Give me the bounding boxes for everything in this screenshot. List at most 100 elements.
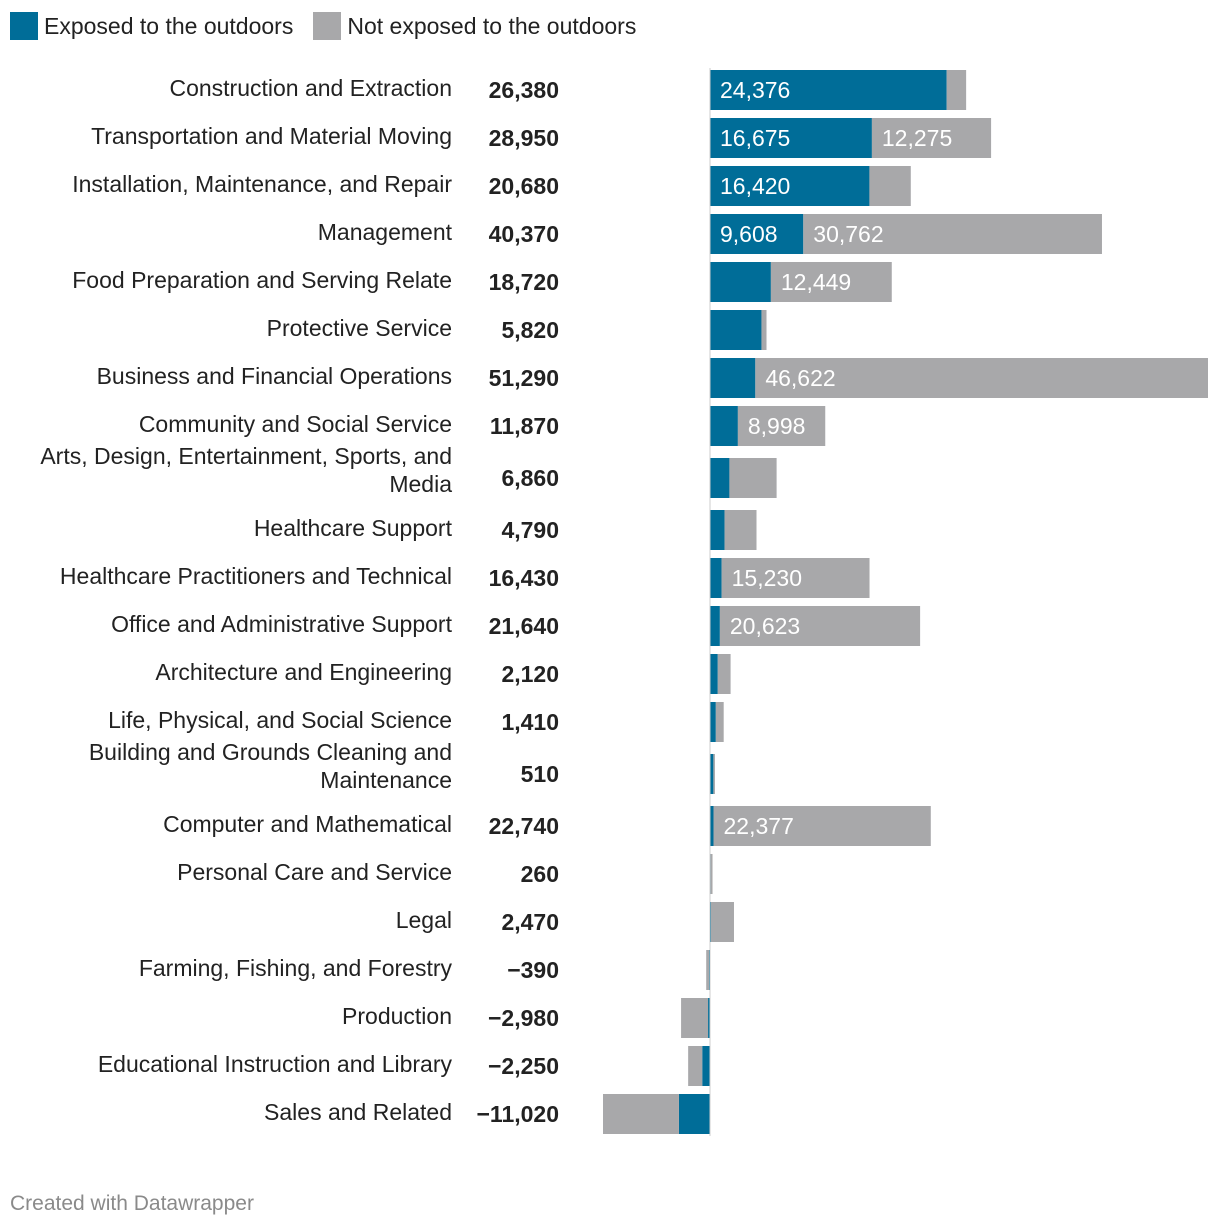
bar-exposed xyxy=(710,754,714,794)
bar-exposed xyxy=(702,1046,710,1086)
bar-row: Transportation and Material Moving 28,950… xyxy=(91,118,992,158)
total-value: −2,980 xyxy=(488,1005,559,1031)
bar-row: Arts, Design, Entertainment, Sports, and… xyxy=(40,443,777,498)
total-value: 18,720 xyxy=(489,269,559,295)
bar-row: Healthcare Support 4,790 xyxy=(254,510,757,550)
bar-label-exposed: 9,608 xyxy=(720,221,778,247)
category-label: Educational Instruction and Library xyxy=(98,1051,453,1077)
category-label: Architecture and Engineering xyxy=(155,659,452,685)
bar-label-not-exposed: 46,622 xyxy=(765,365,835,391)
total-value: −11,020 xyxy=(476,1101,559,1127)
bar-row: Construction and Extraction 26,380 24,376 xyxy=(169,70,967,110)
bar-row: Educational Instruction and Library −2,25… xyxy=(98,1046,710,1086)
bar-exposed xyxy=(710,654,718,694)
bar-not-exposed xyxy=(713,806,931,846)
bar-row: Life, Physical, and Social Science 1,410 xyxy=(108,702,724,742)
bar-row: Business and Financial Operations 51,290 4… xyxy=(97,358,1208,398)
total-value: 6,860 xyxy=(501,465,559,491)
category-label: Media xyxy=(389,471,452,497)
bar-not-exposed xyxy=(706,950,710,990)
bar-exposed xyxy=(710,262,771,302)
total-value: 40,370 xyxy=(489,221,559,247)
bar-not-exposed xyxy=(755,358,1208,398)
bar-row: Protective Service 5,820 xyxy=(267,310,767,350)
category-label: Healthcare Practitioners and Technical xyxy=(60,563,452,589)
bar-label-not-exposed: 12,449 xyxy=(781,269,851,295)
bar-exposed xyxy=(710,406,738,446)
bar-not-exposed xyxy=(710,902,734,942)
bar-exposed xyxy=(710,70,947,110)
total-value: 2,120 xyxy=(501,661,559,687)
bar-not-exposed xyxy=(761,310,767,350)
category-label: Office and Administrative Support xyxy=(111,611,453,637)
bar-row: Installation, Maintenance, and Repair 20,… xyxy=(72,166,911,206)
category-label: Maintenance xyxy=(320,767,452,793)
total-value: −390 xyxy=(507,957,559,983)
category-label: Management xyxy=(318,219,453,245)
total-value: 2,470 xyxy=(501,909,559,935)
total-value: 16,430 xyxy=(489,565,559,591)
bar-row: Computer and Mathematical 22,740 22,377 xyxy=(163,806,931,846)
bar-not-exposed xyxy=(770,262,892,302)
total-value: 5,820 xyxy=(501,317,559,343)
bar-exposed xyxy=(710,702,716,742)
bar-label-not-exposed: 8,998 xyxy=(748,413,806,439)
bar-not-exposed xyxy=(721,558,870,598)
bar-row: Personal Care and Service 260 xyxy=(177,854,713,894)
bar-label-not-exposed: 30,762 xyxy=(813,221,883,247)
total-value: 51,290 xyxy=(489,365,559,391)
total-value: 21,640 xyxy=(489,613,559,639)
bar-exposed xyxy=(678,1094,710,1134)
bar-row: Building and Grounds Cleaning andMainten… xyxy=(89,739,715,794)
category-label: Transportation and Material Moving xyxy=(91,123,452,149)
bar-label-not-exposed: 22,377 xyxy=(724,813,794,839)
category-label: Food Preparation and Serving Relate xyxy=(72,267,452,293)
bar-not-exposed xyxy=(603,1094,679,1134)
bar-label-exposed: 16,420 xyxy=(720,173,790,199)
total-value: 1,410 xyxy=(501,709,559,735)
legend: Exposed to the outdoors Not exposed to t… xyxy=(10,12,656,40)
legend-swatch-exposed xyxy=(10,12,38,40)
bar-not-exposed xyxy=(717,654,731,694)
category-label: Protective Service xyxy=(267,315,452,341)
bar-not-exposed xyxy=(724,510,757,550)
total-value: 26,380 xyxy=(489,77,559,103)
bar-label-exposed: 16,675 xyxy=(720,125,790,151)
bar-exposed xyxy=(708,998,710,1038)
bar-not-exposed xyxy=(715,702,724,742)
bar-row: Food Preparation and Serving Relate 18,72… xyxy=(72,262,892,302)
bar-exposed xyxy=(710,214,804,254)
category-label: Sales and Related xyxy=(264,1099,452,1125)
bar-row: Legal 2,470 xyxy=(396,902,734,942)
category-label: Healthcare Support xyxy=(254,515,453,541)
bar-row: Office and Administrative Support 21,640 2… xyxy=(111,606,921,646)
bar-label-not-exposed: 20,623 xyxy=(730,613,800,639)
bar-row: Healthcare Practitioners and Technical 16… xyxy=(60,558,870,598)
bar-exposed xyxy=(710,118,872,158)
stacked-bar-chart: Construction and Extraction 26,380 24,376 T… xyxy=(40,68,1208,1136)
bar-exposed xyxy=(710,606,720,646)
bar-exposed xyxy=(710,806,714,846)
bar-not-exposed xyxy=(710,854,713,894)
category-label: Life, Physical, and Social Science xyxy=(108,707,452,733)
bar-label-not-exposed: 12,275 xyxy=(882,125,952,151)
legend-item-not-exposed: Not exposed to the outdoors xyxy=(313,12,636,40)
footer-credit: Created with Datawrapper xyxy=(10,1192,254,1215)
bar-not-exposed xyxy=(713,754,715,794)
category-label: Production xyxy=(342,1003,452,1029)
total-value: 28,950 xyxy=(489,125,559,151)
legend-label-not-exposed: Not exposed to the outdoors xyxy=(347,12,637,39)
bar-label-exposed: 24,376 xyxy=(720,77,790,103)
category-label: Construction and Extraction xyxy=(169,75,452,101)
bar-not-exposed xyxy=(946,70,967,110)
bar-not-exposed xyxy=(869,166,911,206)
total-value: 4,790 xyxy=(501,517,559,543)
category-label: Personal Care and Service xyxy=(177,859,452,885)
bar-label-not-exposed: 15,230 xyxy=(732,565,802,591)
total-value: 20,680 xyxy=(489,173,559,199)
bar-not-exposed xyxy=(681,998,709,1038)
category-label: Farming, Fishing, and Forestry xyxy=(139,955,453,981)
bar-not-exposed xyxy=(688,1046,703,1086)
category-label: Building and Grounds Cleaning and xyxy=(89,739,452,765)
bar-not-exposed xyxy=(737,406,826,446)
